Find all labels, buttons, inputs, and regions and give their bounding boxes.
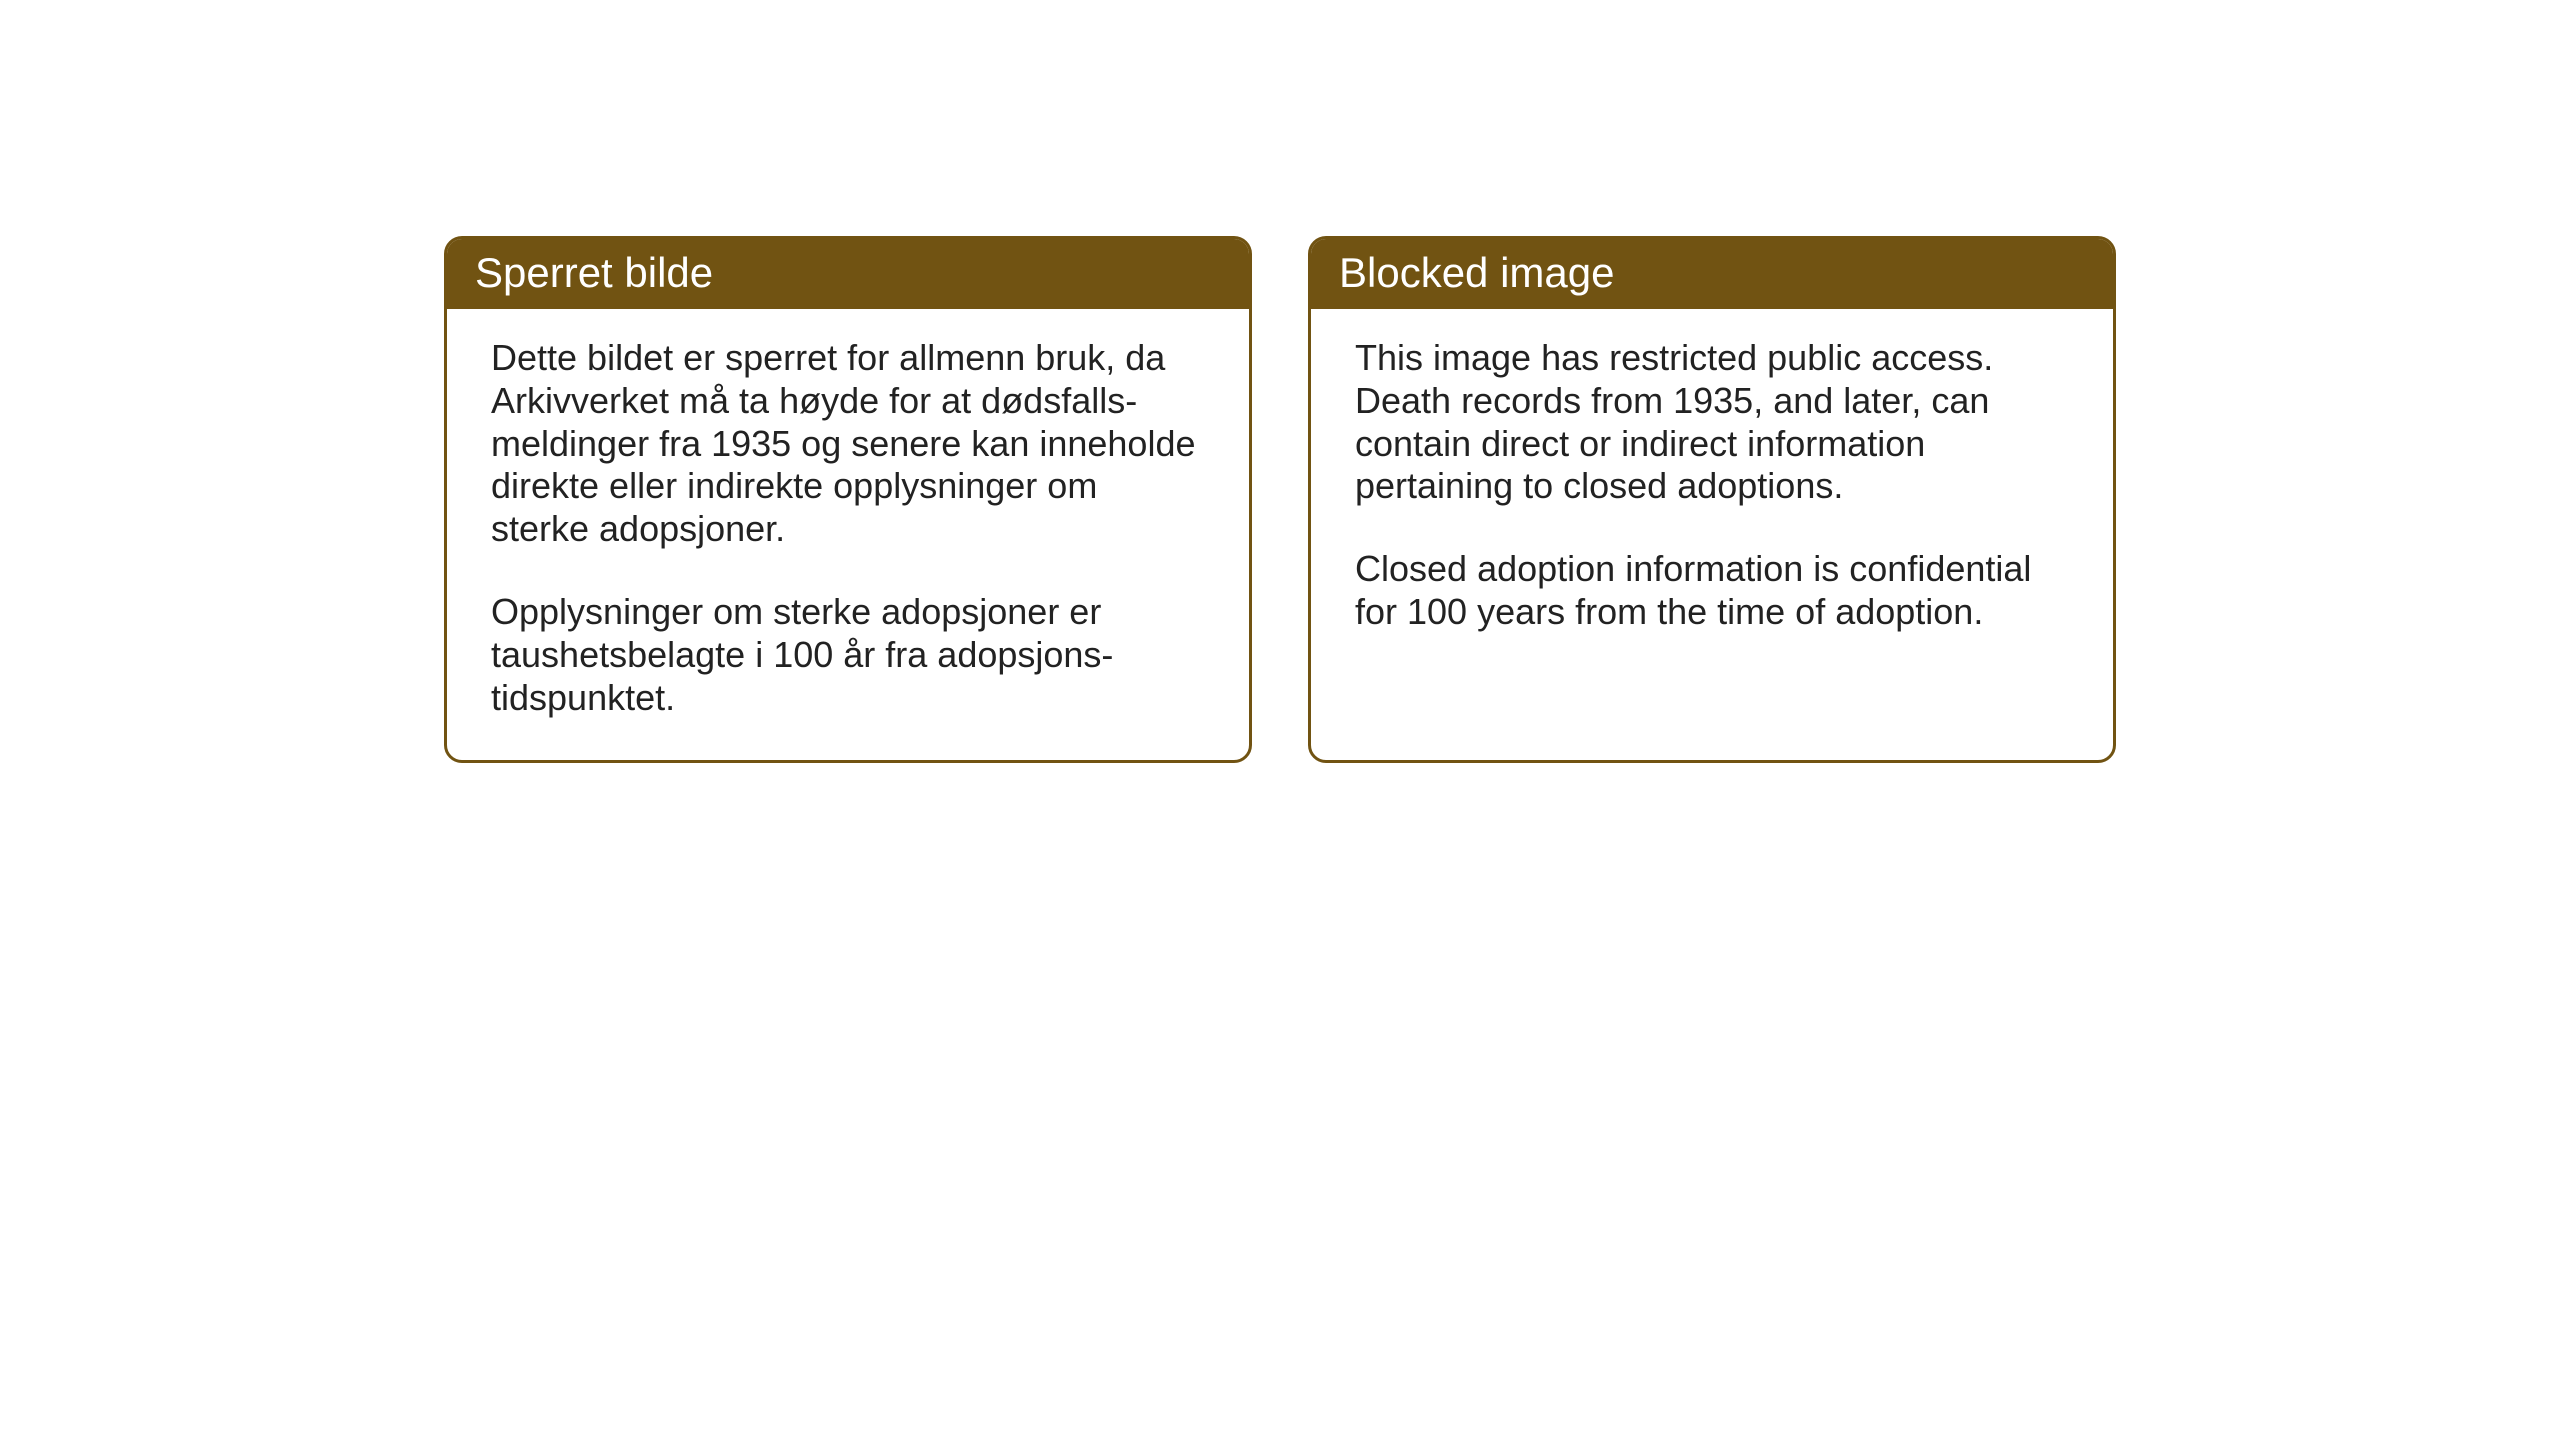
- card-paragraph: Opplysninger om sterke adopsjoner er tau…: [491, 591, 1205, 719]
- card-body-norwegian: Dette bildet er sperret for allmenn bruk…: [447, 309, 1249, 760]
- card-title-english: Blocked image: [1311, 239, 2113, 309]
- card-title-norwegian: Sperret bilde: [447, 239, 1249, 309]
- card-paragraph: This image has restricted public access.…: [1355, 337, 2069, 508]
- card-body-english: This image has restricted public access.…: [1311, 309, 2113, 674]
- card-norwegian: Sperret bilde Dette bildet er sperret fo…: [444, 236, 1252, 763]
- cards-container: Sperret bilde Dette bildet er sperret fo…: [444, 236, 2116, 763]
- card-paragraph: Dette bildet er sperret for allmenn bruk…: [491, 337, 1205, 551]
- card-paragraph: Closed adoption information is confident…: [1355, 548, 2069, 634]
- card-english: Blocked image This image has restricted …: [1308, 236, 2116, 763]
